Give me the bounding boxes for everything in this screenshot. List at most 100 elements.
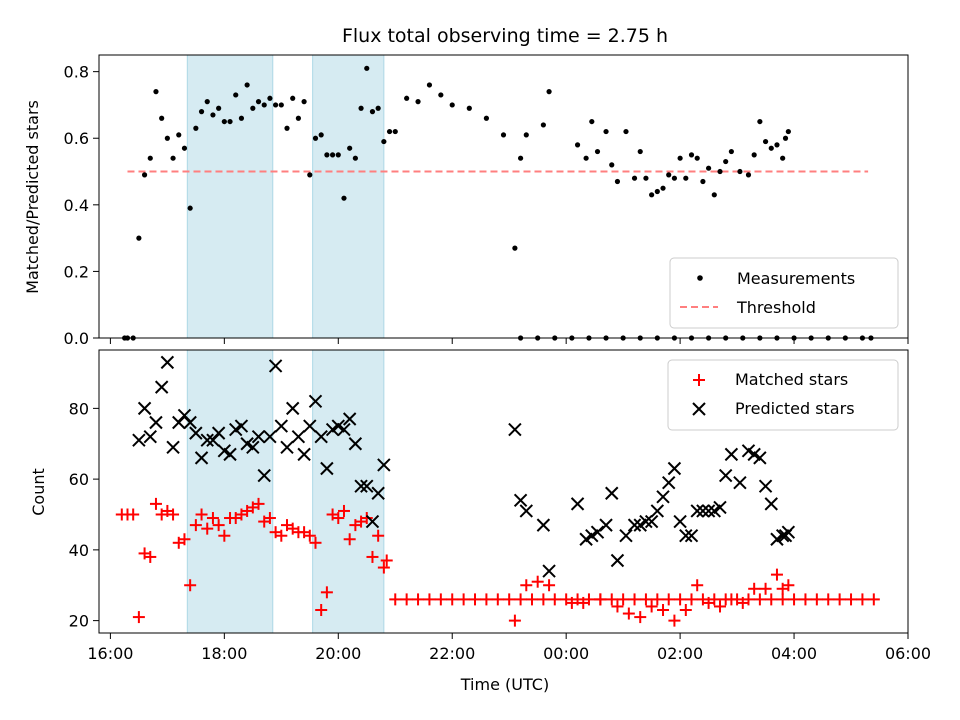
top-shaded-region-1 xyxy=(312,54,385,339)
predicted-point xyxy=(513,493,528,508)
matched-point xyxy=(514,593,527,606)
matched-point xyxy=(309,536,322,549)
measurement-point xyxy=(364,65,370,71)
matched-point xyxy=(491,593,504,606)
top-y-tick-label: 0.6 xyxy=(64,129,89,148)
top-panel: 0.00.20.40.60.8 Matched/Predicted stars … xyxy=(23,54,909,348)
measurement-point xyxy=(683,175,689,181)
measurement-point xyxy=(227,118,233,125)
measurement-point xyxy=(594,148,601,155)
measurement-point xyxy=(284,125,290,131)
predicted-point xyxy=(590,525,605,539)
measurement-point xyxy=(654,188,660,195)
bottom-shaded-regions xyxy=(186,349,385,634)
measurement-point xyxy=(273,102,279,108)
matched-point xyxy=(372,529,385,542)
measurement-point xyxy=(147,155,153,161)
matched-point xyxy=(679,604,692,617)
measurement-point xyxy=(386,128,393,135)
matched-point xyxy=(275,529,288,542)
matched-point xyxy=(736,596,749,609)
bottom-axes-frame xyxy=(98,349,909,634)
bottom-y-ticks: 20 40 60 80 xyxy=(69,399,99,631)
measurement-point xyxy=(181,145,188,151)
measurement-point xyxy=(483,115,490,121)
predicted-point xyxy=(337,422,351,437)
matched-point xyxy=(713,600,726,613)
measurement-point xyxy=(609,162,615,168)
top-shaded-regions xyxy=(186,54,385,339)
measurement-point xyxy=(677,155,683,161)
x-axis-label: Time (UTC) xyxy=(460,675,549,694)
matched-point xyxy=(833,593,846,606)
matched-point xyxy=(178,533,191,546)
measurement-point xyxy=(290,95,296,101)
matched-point xyxy=(617,593,630,606)
measurement-point xyxy=(347,145,353,151)
matched-point xyxy=(594,593,607,606)
measurement-point xyxy=(392,128,398,135)
matched-point xyxy=(423,593,436,606)
measurement-point xyxy=(335,152,341,158)
measurement-point xyxy=(312,135,319,141)
matched-point xyxy=(252,497,265,510)
matched-point xyxy=(753,593,766,606)
predicted-point xyxy=(536,518,551,532)
predicted-point xyxy=(285,401,300,416)
measurement-point xyxy=(660,185,666,191)
measurement-point xyxy=(238,115,245,121)
matched-point xyxy=(132,611,145,624)
matched-point xyxy=(810,593,823,606)
predicted-point xyxy=(542,564,556,578)
predicted-point xyxy=(354,479,368,493)
matched-point xyxy=(639,593,652,606)
predicted-point xyxy=(291,429,306,444)
top-shaded-region-0 xyxy=(186,54,274,339)
matched-point xyxy=(543,579,556,592)
predicted-point xyxy=(713,500,727,515)
measurement-point xyxy=(637,148,643,155)
predicted-point xyxy=(605,486,619,500)
predicted-point xyxy=(724,447,739,462)
matched-point xyxy=(366,550,379,563)
measurement-point xyxy=(717,168,723,175)
measurement-point xyxy=(774,142,780,148)
measurement-point xyxy=(415,99,421,105)
matched-point xyxy=(360,512,373,525)
matched-point xyxy=(315,604,328,617)
predicted-point xyxy=(348,437,363,451)
measurement-point xyxy=(711,192,717,198)
measurement-point xyxy=(381,138,387,145)
predicted-point xyxy=(662,475,676,490)
measurement-point xyxy=(141,172,148,178)
measurement-point xyxy=(723,158,729,165)
top-y-tick-label: 0.4 xyxy=(64,196,89,215)
predicted-point xyxy=(166,440,180,454)
measurement-point xyxy=(700,178,706,185)
measurement-point xyxy=(170,155,176,161)
predicted-point xyxy=(733,475,747,490)
predicted-point xyxy=(274,419,289,433)
matched-point xyxy=(480,593,493,606)
matched-point xyxy=(434,593,447,606)
measurement-point xyxy=(466,105,472,111)
x-tick-label: 18:00 xyxy=(201,644,247,663)
matched-point xyxy=(400,593,413,606)
predicted-point xyxy=(781,525,796,539)
measurement-point xyxy=(216,105,222,111)
predicted-point xyxy=(667,461,682,476)
x-tick-label: 20:00 xyxy=(315,644,361,663)
predicted-point xyxy=(143,429,157,444)
matched-point xyxy=(337,504,350,517)
measurement-point xyxy=(136,235,142,241)
measurement-point xyxy=(728,148,734,155)
predicted-point xyxy=(360,479,374,493)
measurement-point xyxy=(369,109,376,115)
predicted-point xyxy=(314,429,328,444)
measurement-point xyxy=(255,99,262,105)
measurement-point xyxy=(780,155,786,161)
predicted-point xyxy=(160,355,175,370)
measurement-point xyxy=(278,102,284,108)
matched-point xyxy=(531,575,544,588)
